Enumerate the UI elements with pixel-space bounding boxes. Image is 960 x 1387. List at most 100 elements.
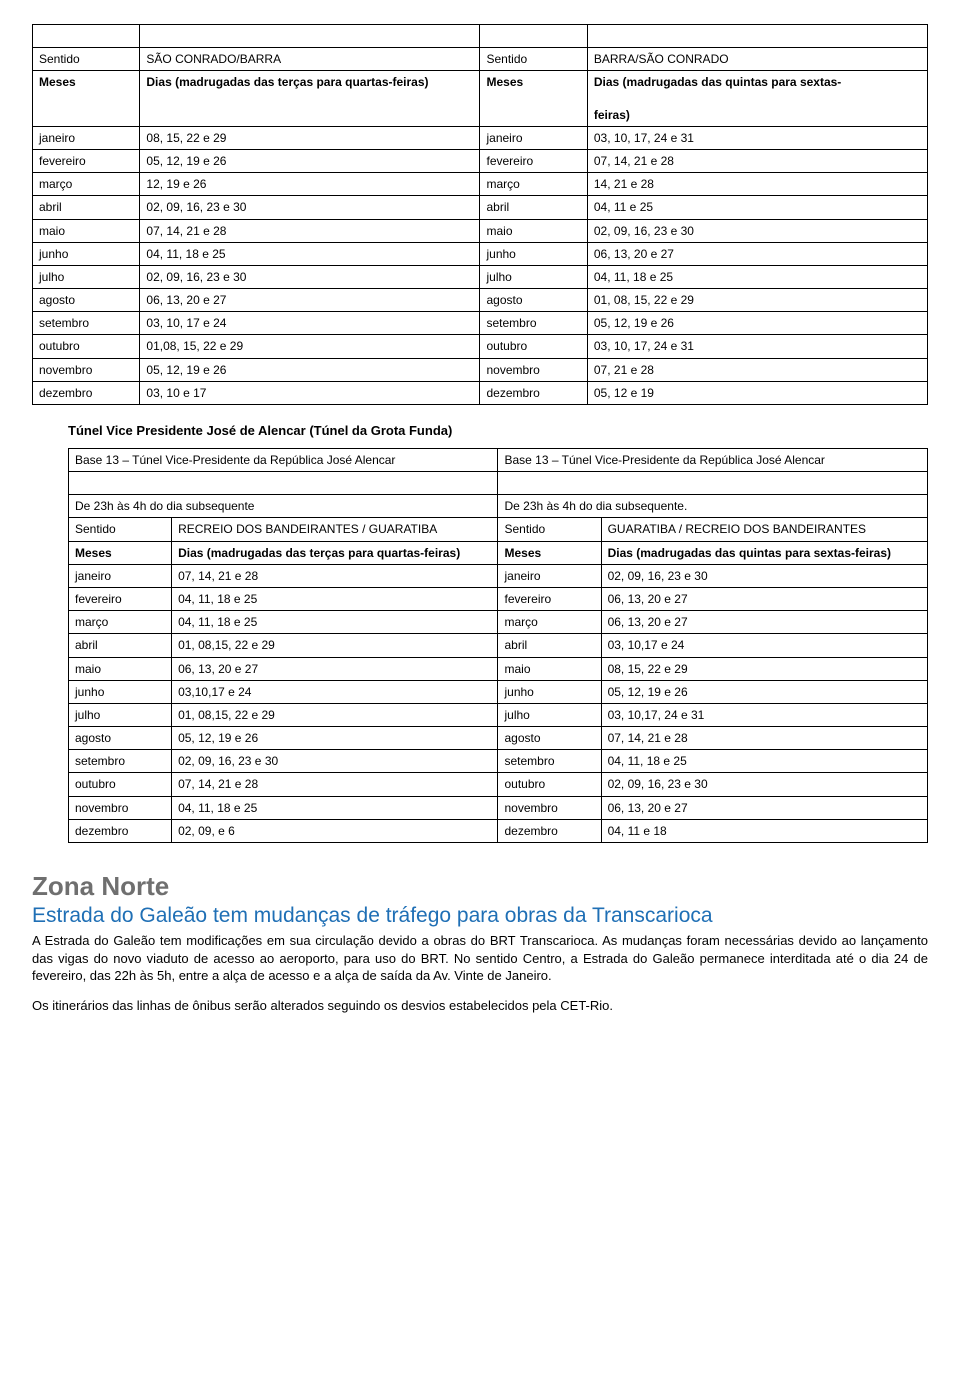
table-cell: julho <box>33 265 140 288</box>
table-cell: 06, 13, 20 e 27 <box>601 796 927 819</box>
table-cell: 06, 13, 20 e 27 <box>587 242 927 265</box>
table-cell: setembro <box>498 750 601 773</box>
table-cell: 03, 10, 17 e 24 <box>140 312 480 335</box>
table-cell: janeiro <box>480 126 587 149</box>
table-cell: outubro <box>480 335 587 358</box>
table-cell: junho <box>480 242 587 265</box>
table-cell: junho <box>33 242 140 265</box>
table-cell: fevereiro <box>33 149 140 172</box>
table-cell: 07, 14, 21 e 28 <box>172 773 498 796</box>
cell-sentido-right-dir: BARRA/SÃO CONRADO <box>587 48 927 71</box>
cell-meses2-right-desc: Dias (madrugadas das quintas para sextas… <box>601 541 927 564</box>
table-cell: 12, 19 e 26 <box>140 173 480 196</box>
table-cell: 04, 11, 18 e 25 <box>140 242 480 265</box>
table-cell: novembro <box>33 358 140 381</box>
table-cell: setembro <box>480 312 587 335</box>
table-cell: 05, 12, 19 e 26 <box>140 358 480 381</box>
cell-base-right: Base 13 – Túnel Vice-Presidente da Repúb… <box>498 449 928 472</box>
table-cell: agosto <box>480 289 587 312</box>
news-body-2: Os itinerários das linhas de ônibus serã… <box>32 997 928 1015</box>
table-cell: junho <box>69 680 172 703</box>
news-headline: Estrada do Galeão tem mudanças de tráfeg… <box>32 904 928 928</box>
table-cell: 06, 13, 20 e 27 <box>140 289 480 312</box>
table-cell: janeiro <box>69 564 172 587</box>
table-cell: 01,08, 15, 22 e 29 <box>140 335 480 358</box>
table-cell: 05, 12, 19 e 26 <box>587 312 927 335</box>
table-cell: 03, 10 e 17 <box>140 381 480 404</box>
table-cell: 04, 11, 18 e 25 <box>172 796 498 819</box>
table-cell: 08, 15, 22 e 29 <box>601 657 927 680</box>
table-cell: maio <box>498 657 601 680</box>
table-cell: 03,10,17 e 24 <box>172 680 498 703</box>
table-cell: dezembro <box>498 819 601 842</box>
table-cell: 07, 14, 21 e 28 <box>587 149 927 172</box>
table-cell: 05, 12, 19 e 26 <box>140 149 480 172</box>
table-cell: 02, 09, 16, 23 e 30 <box>172 750 498 773</box>
cell-meses2-left-desc: Dias (madrugadas das terças para quartas… <box>172 541 498 564</box>
table-cell: novembro <box>69 796 172 819</box>
table-cell: fevereiro <box>498 587 601 610</box>
cell-time-left: De 23h às 4h do dia subsequente <box>69 495 498 518</box>
table-cell: março <box>33 173 140 196</box>
table-cell: março <box>480 173 587 196</box>
cell-meses-left-label: Meses <box>33 71 140 127</box>
table-cell: 05, 12 e 19 <box>587 381 927 404</box>
cell-sentido-left-dir: SÃO CONRADO/BARRA <box>140 48 480 71</box>
table-cell: agosto <box>498 727 601 750</box>
table-grota-funda: Base 13 – Túnel Vice-Presidente da Repúb… <box>68 448 928 843</box>
table-cell: 02, 09, 16, 23 e 30 <box>601 564 927 587</box>
cell-sentido2-left-label: Sentido <box>69 518 172 541</box>
table-cell: 07, 14, 21 e 28 <box>172 564 498 587</box>
table-cell: abril <box>69 634 172 657</box>
cell-time-right: De 23h às 4h do dia subsequente. <box>498 495 928 518</box>
cell-sentido2-right-dir: GUARATIBA / RECREIO DOS BANDEIRANTES <box>601 518 927 541</box>
table-cell: julho <box>498 703 601 726</box>
table-cell: abril <box>498 634 601 657</box>
table-cell: novembro <box>480 358 587 381</box>
table-cell: 04, 11 e 25 <box>587 196 927 219</box>
table-cell: abril <box>480 196 587 219</box>
table-cell: março <box>498 611 601 634</box>
table-cell: 04, 11, 18 e 25 <box>587 265 927 288</box>
table-cell: 06, 13, 20 e 27 <box>172 657 498 680</box>
table-cell: 07, 14, 21 e 28 <box>140 219 480 242</box>
table-cell: agosto <box>69 727 172 750</box>
table-cell: 02, 09, 16, 23 e 30 <box>601 773 927 796</box>
table-cell: outubro <box>498 773 601 796</box>
cell-meses2-left-label: Meses <box>69 541 172 564</box>
table-cell: 03, 10, 17, 24 e 31 <box>587 126 927 149</box>
table-cell: julho <box>480 265 587 288</box>
table-cell: março <box>69 611 172 634</box>
table-cell: maio <box>69 657 172 680</box>
tunnel-heading: Túnel Vice Presidente José de Alencar (T… <box>68 423 928 438</box>
cell-sentido-left-label: Sentido <box>33 48 140 71</box>
table-cell: 04, 11 e 18 <box>601 819 927 842</box>
table-cell: 06, 13, 20 e 27 <box>601 611 927 634</box>
table-cell: dezembro <box>480 381 587 404</box>
table-cell: abril <box>33 196 140 219</box>
table-cell: maio <box>480 219 587 242</box>
table-cell: outubro <box>33 335 140 358</box>
news-body-1: A Estrada do Galeão tem modificações em … <box>32 932 928 985</box>
table-cell: setembro <box>69 750 172 773</box>
table-cell: fevereiro <box>480 149 587 172</box>
table-cell: 03, 10,17, 24 e 31 <box>601 703 927 726</box>
table-cell: 02, 09, 16, 23 e 30 <box>140 196 480 219</box>
table-cell: 04, 11, 18 e 25 <box>172 611 498 634</box>
zone-title: Zona Norte <box>32 871 928 902</box>
table-cell: agosto <box>33 289 140 312</box>
cell-sentido2-right-label: Sentido <box>498 518 601 541</box>
cell-meses-right-label: Meses <box>480 71 587 127</box>
table-cell: 01, 08, 15, 22 e 29 <box>587 289 927 312</box>
table-sao-conrado: Sentido SÃO CONRADO/BARRA Sentido BARRA/… <box>32 24 928 405</box>
table-cell: 05, 12, 19 e 26 <box>172 727 498 750</box>
table-cell: 02, 09, 16, 23 e 30 <box>140 265 480 288</box>
cell-meses-left-desc: Dias (madrugadas das terças para quartas… <box>140 71 480 127</box>
table-cell: 03, 10, 17, 24 e 31 <box>587 335 927 358</box>
table-cell: dezembro <box>33 381 140 404</box>
table-cell: 04, 11, 18 e 25 <box>601 750 927 773</box>
table-cell: setembro <box>33 312 140 335</box>
table-cell: 14, 21 e 28 <box>587 173 927 196</box>
table-cell: 03, 10,17 e 24 <box>601 634 927 657</box>
table-cell: 04, 11, 18 e 25 <box>172 587 498 610</box>
